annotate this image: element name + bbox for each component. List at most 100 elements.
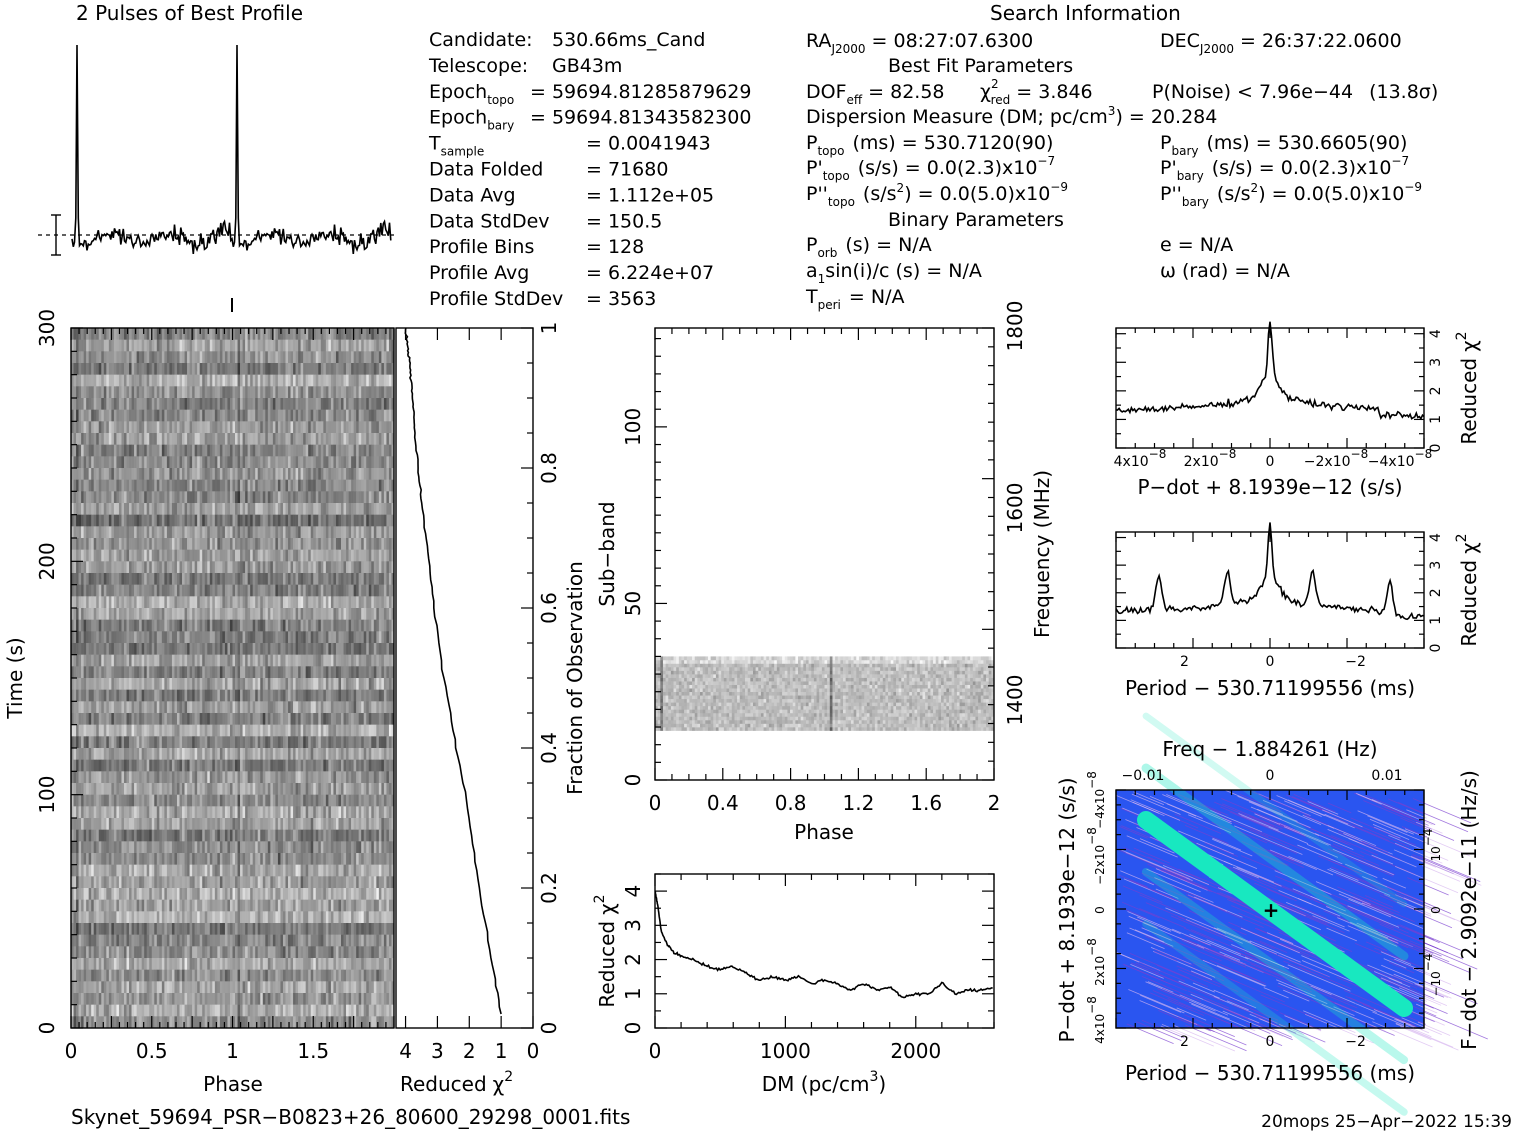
heat-cell xyxy=(383,398,387,410)
heat-cell xyxy=(149,514,153,527)
heat-cell xyxy=(227,759,231,772)
heat-cell xyxy=(353,374,357,387)
heat-cell xyxy=(83,573,87,585)
heat-cell xyxy=(184,549,188,562)
heat-cell xyxy=(197,771,200,784)
heat-cell xyxy=(118,503,122,515)
heat-cell xyxy=(270,654,274,667)
heat-cell xyxy=(330,351,334,364)
heat-cell xyxy=(328,678,332,690)
heat-cell xyxy=(295,701,299,714)
heat-cell xyxy=(164,771,168,784)
heat-cell xyxy=(184,538,188,550)
heat-cell xyxy=(121,643,125,655)
heat-cell xyxy=(144,619,147,632)
heat-cell xyxy=(333,339,337,352)
heat-cell xyxy=(300,619,304,632)
heat-cell xyxy=(194,503,198,515)
heat-cell xyxy=(169,468,173,480)
heat-cell xyxy=(381,479,385,492)
heat-cell xyxy=(257,549,261,562)
heat-cell xyxy=(199,549,203,562)
heat-cell xyxy=(91,759,95,772)
heat-cell xyxy=(189,479,193,492)
heat-cell xyxy=(300,759,304,772)
heat-cell xyxy=(156,643,160,655)
heat-cell xyxy=(348,328,352,340)
heat-cell xyxy=(257,468,261,480)
heat-cell xyxy=(315,701,319,714)
heat-cell xyxy=(106,491,110,504)
heat-cell xyxy=(247,421,251,434)
heat-cell xyxy=(288,689,291,702)
heat-cell xyxy=(224,398,228,410)
heat-cell xyxy=(214,654,218,667)
heat-cell xyxy=(313,736,317,749)
heat-cell xyxy=(323,596,327,609)
heat-cell xyxy=(272,328,276,340)
heat-cell xyxy=(116,561,120,574)
heat-cell xyxy=(91,339,95,352)
heat-cell xyxy=(335,713,339,725)
heat-cell xyxy=(356,549,359,562)
heat-cell xyxy=(338,328,342,340)
heat-cell xyxy=(76,654,79,667)
heat-cell xyxy=(325,689,329,702)
heat-cell xyxy=(136,479,140,492)
heat-cell xyxy=(290,584,294,597)
heat-cell xyxy=(232,596,236,609)
heat-cell xyxy=(224,468,228,480)
heat-cell xyxy=(333,678,337,690)
heat-cell xyxy=(358,409,362,422)
heat-cell xyxy=(81,631,84,644)
heat-cell xyxy=(245,479,248,492)
heat-cell xyxy=(93,409,97,422)
heat-cell xyxy=(388,433,392,445)
heat-cell xyxy=(149,748,153,760)
heat-cell xyxy=(358,526,362,539)
heat-cell xyxy=(199,514,203,527)
heat-cell xyxy=(338,724,342,737)
heat-cell xyxy=(131,573,135,585)
heat-cell xyxy=(343,491,347,504)
heat-cell xyxy=(252,654,256,667)
heat-cell xyxy=(176,398,180,410)
heat-cell xyxy=(73,421,77,434)
heat-cell xyxy=(282,398,286,410)
heat-cell xyxy=(98,363,102,375)
heat-cell xyxy=(346,584,349,597)
heat-cell xyxy=(146,444,150,457)
heat-cell xyxy=(386,363,390,375)
heat-cell xyxy=(346,514,349,527)
heat-cell xyxy=(217,631,221,644)
heat-cell xyxy=(113,351,117,364)
heat-cell xyxy=(106,351,110,364)
heat-cell xyxy=(290,713,294,725)
heat-cell xyxy=(383,736,387,749)
heat-cell xyxy=(235,724,238,737)
heat-cell xyxy=(265,666,269,679)
heat-cell xyxy=(267,573,271,585)
heat-cell xyxy=(141,724,145,737)
heat-cell xyxy=(310,748,314,760)
heat-cell xyxy=(116,631,120,644)
heat-cell xyxy=(192,631,195,644)
heat-cell xyxy=(197,363,200,375)
heat-cell xyxy=(285,666,289,679)
heat-cell xyxy=(378,584,382,597)
heat-cell xyxy=(373,538,377,550)
heat-cell xyxy=(224,736,228,749)
heat-cell xyxy=(129,596,132,609)
heat-cell xyxy=(197,631,200,644)
heat-cell xyxy=(272,549,276,562)
heat-cell xyxy=(83,456,87,469)
heat-cell xyxy=(298,433,301,445)
heat-cell xyxy=(383,386,387,399)
heat-cell xyxy=(209,619,213,632)
heat-cell xyxy=(378,713,382,725)
heat-cell xyxy=(136,491,140,504)
heat-cell xyxy=(293,503,296,515)
heat-cell xyxy=(118,643,122,655)
heat-cell xyxy=(197,701,200,714)
heat-cell xyxy=(204,386,208,399)
